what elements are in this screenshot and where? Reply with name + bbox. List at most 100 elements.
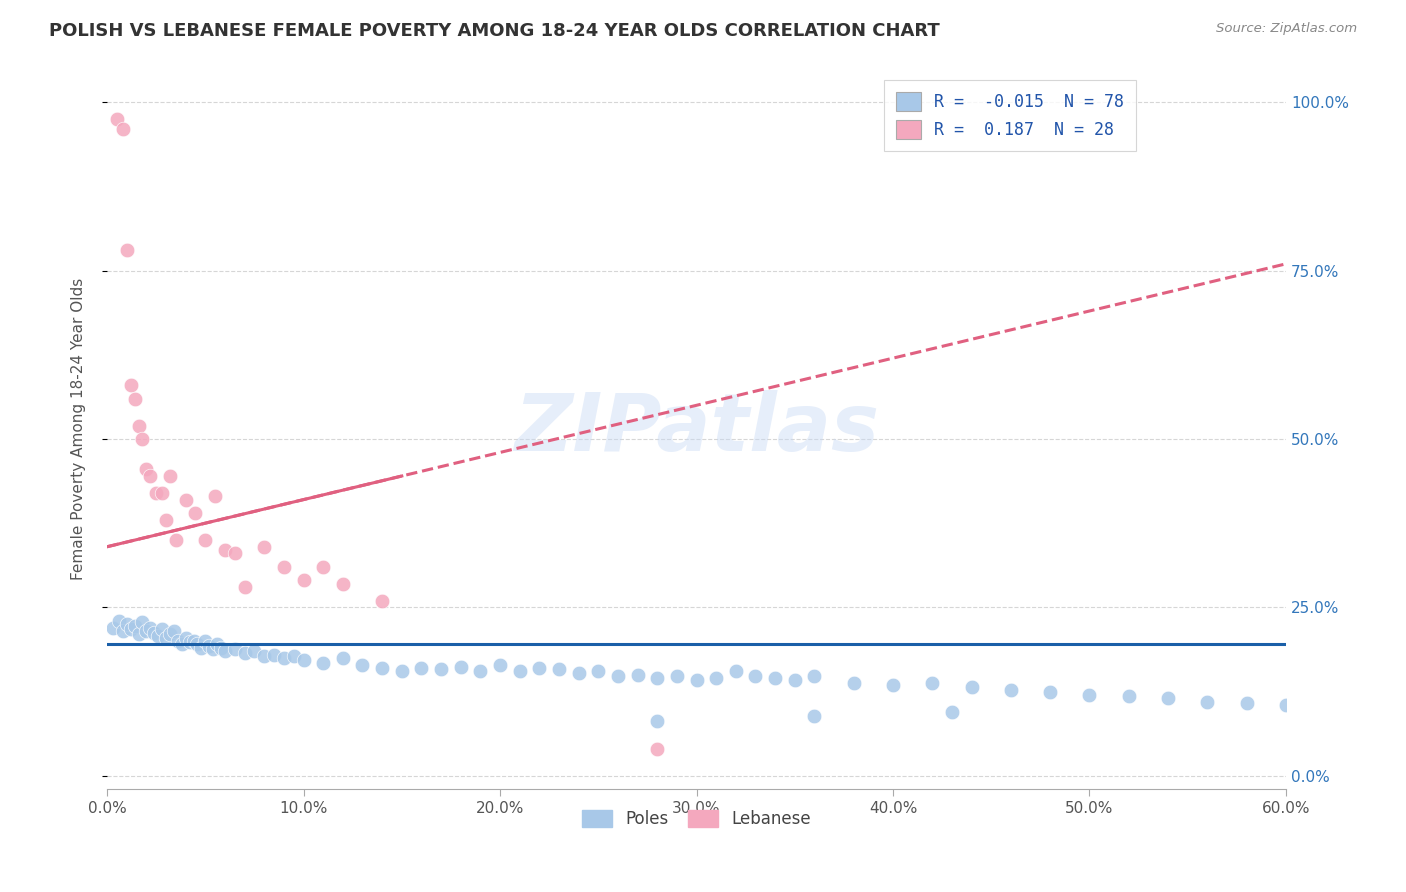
Point — [803, 709, 825, 723]
Point — [470, 665, 492, 679]
Point — [1118, 690, 1140, 704]
Point — [430, 662, 453, 676]
Point — [391, 665, 413, 679]
Point — [179, 635, 201, 649]
Point — [509, 665, 531, 679]
Point — [190, 640, 212, 655]
Point — [1157, 691, 1180, 706]
Point — [283, 648, 305, 663]
Point — [450, 659, 472, 673]
Point — [224, 642, 246, 657]
Point — [105, 112, 128, 126]
Point — [131, 615, 153, 630]
Legend: Poles, Lebanese: Poles, Lebanese — [575, 804, 818, 835]
Point — [352, 657, 374, 672]
Point — [115, 244, 138, 258]
Point — [332, 576, 354, 591]
Point — [645, 741, 668, 756]
Point — [214, 543, 236, 558]
Point — [202, 642, 225, 657]
Point — [704, 671, 727, 685]
Text: Source: ZipAtlas.com: Source: ZipAtlas.com — [1216, 22, 1357, 36]
Point — [626, 667, 648, 681]
Point — [606, 669, 628, 683]
Point — [548, 662, 571, 676]
Point — [1078, 688, 1101, 702]
Point — [1000, 682, 1022, 697]
Point — [273, 651, 295, 665]
Point — [224, 546, 246, 560]
Point — [882, 678, 904, 692]
Point — [1236, 696, 1258, 710]
Point — [111, 624, 134, 638]
Point — [159, 469, 181, 483]
Point — [960, 680, 983, 694]
Point — [921, 675, 943, 690]
Point — [139, 621, 162, 635]
Point — [115, 617, 138, 632]
Point — [685, 673, 707, 687]
Point — [842, 675, 865, 690]
Point — [292, 653, 315, 667]
Point — [166, 634, 188, 648]
Point — [194, 533, 217, 547]
Point — [665, 669, 688, 683]
Point — [233, 580, 256, 594]
Point — [371, 661, 394, 675]
Point — [120, 378, 142, 392]
Point — [253, 648, 276, 663]
Point — [150, 622, 173, 636]
Point — [155, 631, 177, 645]
Point — [803, 669, 825, 683]
Point — [120, 622, 142, 636]
Point — [209, 640, 232, 655]
Point — [371, 593, 394, 607]
Point — [155, 513, 177, 527]
Point — [184, 506, 207, 520]
Point — [292, 574, 315, 588]
Point — [150, 486, 173, 500]
Point — [645, 671, 668, 685]
Point — [1197, 695, 1219, 709]
Point — [135, 462, 157, 476]
Y-axis label: Female Poverty Among 18-24 Year Olds: Female Poverty Among 18-24 Year Olds — [72, 277, 86, 580]
Point — [124, 619, 146, 633]
Point — [163, 624, 186, 638]
Point — [143, 626, 166, 640]
Point — [724, 665, 747, 679]
Point — [243, 644, 266, 658]
Point — [198, 640, 221, 654]
Point — [170, 637, 193, 651]
Point — [101, 621, 124, 635]
Text: POLISH VS LEBANESE FEMALE POVERTY AMONG 18-24 YEAR OLDS CORRELATION CHART: POLISH VS LEBANESE FEMALE POVERTY AMONG … — [49, 22, 941, 40]
Point — [529, 661, 551, 675]
Point — [253, 540, 276, 554]
Point — [645, 714, 668, 728]
Point — [1275, 698, 1298, 712]
Point — [273, 560, 295, 574]
Point — [186, 637, 208, 651]
Point — [489, 657, 512, 672]
Point — [783, 673, 806, 687]
Point — [744, 669, 766, 683]
Point — [183, 634, 205, 648]
Point — [174, 631, 197, 645]
Point — [568, 666, 591, 681]
Point — [108, 614, 131, 628]
Point — [214, 644, 236, 658]
Point — [1039, 684, 1062, 698]
Point — [111, 122, 134, 136]
Point — [312, 560, 335, 574]
Point — [131, 432, 153, 446]
Point — [146, 629, 169, 643]
Point — [312, 656, 335, 670]
Point — [165, 533, 187, 547]
Point — [205, 637, 228, 651]
Point — [233, 646, 256, 660]
Point — [128, 627, 150, 641]
Point — [139, 469, 162, 483]
Point — [588, 665, 610, 679]
Point — [204, 489, 226, 503]
Point — [159, 627, 181, 641]
Point — [332, 651, 354, 665]
